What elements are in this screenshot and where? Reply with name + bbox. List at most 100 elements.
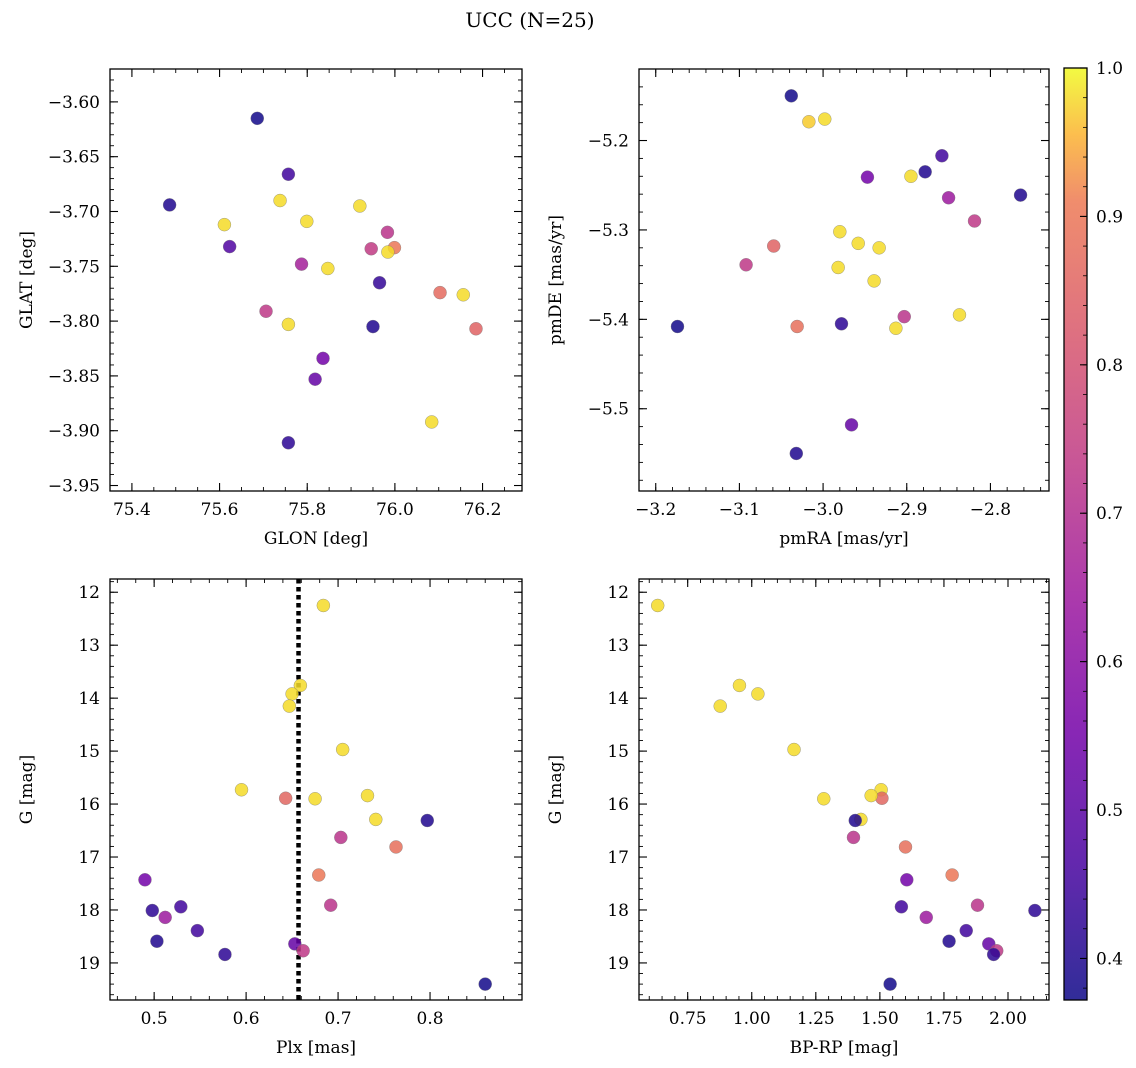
colorbar-tick-label: 0.6	[1096, 653, 1123, 673]
x-tick-label: −3.2	[635, 500, 676, 520]
scatter-point	[222, 239, 237, 254]
scatter-point	[872, 241, 886, 255]
y-tick-label: −3.65	[48, 148, 100, 168]
y-tick-label: 12	[607, 583, 629, 603]
panels: 75.4 75.6 75.8 76.0 76.2 −3.60 −3.65 −3.70 −3.75…	[17, 68, 1050, 1058]
axes-frame	[638, 68, 1050, 492]
scatter-point	[366, 319, 380, 334]
colorbar-tick-label: 0.7	[1096, 504, 1123, 524]
x-tick-label: 1.75	[925, 1009, 963, 1029]
scatter-point	[259, 304, 273, 318]
y-axis-label: pmDE [mas/yr]	[546, 215, 566, 345]
scatter-point	[369, 812, 383, 827]
x-tick-label: 0.6	[233, 1009, 260, 1029]
x-tick-label: 1.25	[797, 1009, 835, 1029]
y-tick-label: −3.85	[48, 367, 100, 387]
scatter-point	[713, 699, 727, 713]
scatter-point	[360, 788, 375, 803]
scatter-point	[312, 868, 326, 882]
y-tick-label: 14	[607, 689, 629, 709]
x-tick-label: 75.4	[113, 500, 151, 520]
scatter-point	[787, 742, 801, 757]
scatter-point	[904, 169, 918, 184]
scatter-points	[650, 598, 1042, 991]
colorbar-tick-label: 0.4	[1096, 949, 1123, 969]
y-tick-label: −5.3	[588, 221, 629, 241]
scatter-point	[919, 910, 934, 925]
x-tick-label: −3.0	[802, 500, 843, 520]
scatter-point	[864, 788, 878, 803]
scatter-point	[281, 436, 296, 450]
scatter-point	[831, 260, 845, 275]
y-tick-label: 17	[78, 848, 100, 868]
x-tick-label: −2.9	[886, 500, 927, 520]
axes-frame	[109, 68, 523, 492]
scatter-point	[323, 898, 338, 912]
scatter-point	[834, 317, 849, 331]
scatter-point	[897, 309, 911, 324]
scatter-point	[293, 678, 308, 693]
scatter-point	[250, 111, 265, 126]
scatter-point	[381, 245, 395, 259]
colorbar-gradient	[1064, 68, 1087, 1000]
scatter-point	[469, 322, 483, 336]
y-tick-label: 15	[78, 742, 100, 762]
y-tick-label: −5.4	[588, 310, 629, 330]
y-tick-label: −3.95	[48, 477, 100, 497]
scatter-point	[138, 873, 152, 887]
scatter-point	[952, 308, 967, 322]
scatter-point	[844, 418, 859, 432]
y-tick-label: −3.80	[48, 312, 100, 332]
y-axis-label: G [mag]	[17, 755, 37, 824]
y-tick-label: −3.75	[48, 257, 100, 277]
x-tick-label: 0.75	[669, 1009, 707, 1029]
y-tick-label: −5.2	[588, 132, 629, 152]
scatter-point	[959, 923, 973, 938]
y-tick-label: −3.70	[48, 202, 100, 222]
panel-plx-g: 0.5 0.6 0.7 0.8 12 13 14 15 16 17 18 19 Plx [mas] G […	[17, 578, 523, 1058]
scatter-point	[889, 321, 903, 336]
scatter-point	[190, 923, 205, 938]
x-tick-label: 1.50	[861, 1009, 899, 1029]
colorbar: 0.4 0.5 0.6 0.7 0.8 0.9 1.0	[1063, 59, 1123, 1001]
axes-frame	[638, 578, 1050, 1001]
y-tick-label: −3.60	[48, 93, 100, 113]
scatter-point	[817, 792, 831, 806]
scatter-point	[217, 217, 232, 232]
x-tick-label: 76.2	[464, 500, 502, 520]
scatter-point	[364, 242, 378, 256]
x-tick-label: 2.00	[989, 1009, 1027, 1029]
scatter-point	[281, 317, 296, 332]
scatter-point	[789, 446, 804, 461]
y-axis-label: G [mag]	[546, 755, 566, 824]
x-axis-label: pmRA [mas/yr]	[779, 529, 908, 549]
x-tick-label: −3.1	[719, 500, 760, 520]
x-axis-label: Plx [mas]	[276, 1038, 356, 1058]
scatter-point	[294, 257, 309, 271]
scatter-point	[766, 239, 781, 253]
y-tick-label: 17	[607, 848, 629, 868]
y-tick-label: −5.5	[588, 400, 629, 420]
scatter-point	[424, 415, 439, 429]
scatter-point	[273, 193, 287, 208]
scatter-point	[456, 288, 471, 302]
x-tick-label: 0.5	[141, 1009, 168, 1029]
y-tick-label: 14	[78, 689, 100, 709]
x-tick-label: 0.7	[325, 1009, 352, 1029]
scatter-point	[296, 944, 310, 958]
scatter-point	[945, 868, 959, 882]
scatter-point	[174, 900, 188, 914]
scatter-point	[846, 830, 861, 845]
scatter-point	[218, 947, 232, 962]
y-tick-label: 16	[607, 795, 629, 815]
y-tick-label: 15	[607, 742, 629, 762]
scatter-point	[321, 261, 335, 276]
x-tick-label: 75.8	[288, 500, 326, 520]
colorbar-tick-label: 0.8	[1096, 356, 1123, 376]
y-tick-label: 16	[78, 795, 100, 815]
colorbar-tick-label: 1.0	[1096, 59, 1123, 79]
scatter-point	[281, 167, 296, 181]
scatter-point	[335, 742, 350, 757]
x-axis-label: GLON [deg]	[264, 529, 368, 549]
